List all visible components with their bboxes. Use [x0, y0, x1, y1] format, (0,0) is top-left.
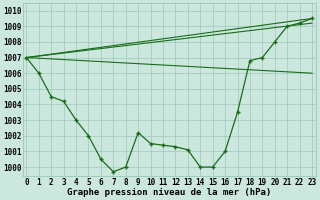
X-axis label: Graphe pression niveau de la mer (hPa): Graphe pression niveau de la mer (hPa)	[67, 188, 271, 197]
